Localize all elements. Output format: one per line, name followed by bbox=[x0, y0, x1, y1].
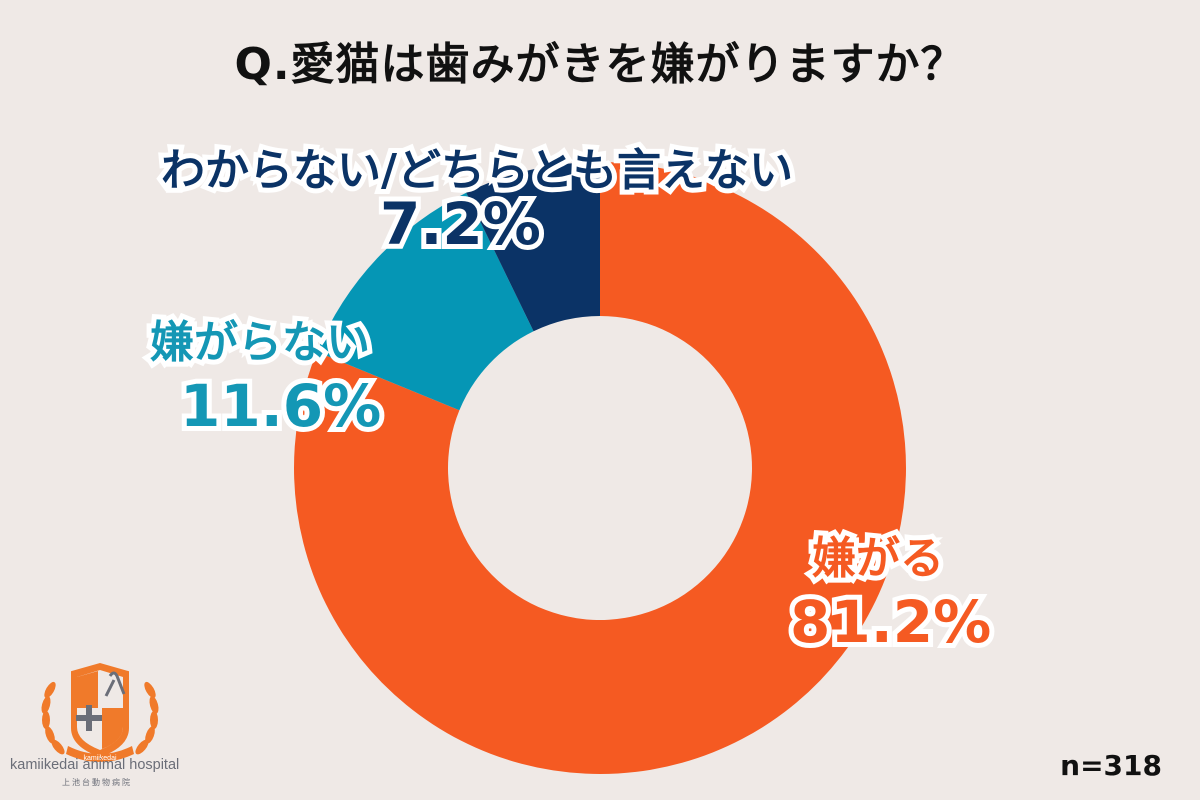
sample-size: n=318 bbox=[1060, 749, 1162, 782]
hospital-name: kamiikedai animal hospital bbox=[10, 757, 180, 773]
label-dislike-pct: 81.2% bbox=[785, 583, 996, 661]
label-not-dislike-pct-wrap: 11.6% bbox=[175, 367, 386, 445]
label-unknown: わからない/どちらとも言えない bbox=[112, 134, 842, 201]
label-unknown-pct-wrap: 7.2% bbox=[375, 185, 546, 263]
label-dislike-name: 嫌がる bbox=[807, 528, 949, 589]
slice-dislike bbox=[293, 162, 907, 774]
label-not-dislike: 嫌がらない bbox=[145, 306, 375, 373]
hospital-logo-icon: kamiikedai bbox=[41, 662, 159, 762]
label-not-dislike-pct: 11.6% bbox=[175, 367, 386, 445]
donut-slices bbox=[293, 162, 907, 774]
label-dislike-pct-wrap: 81.2% bbox=[785, 583, 996, 661]
svg-text:kamiikedai: kamiikedai bbox=[83, 755, 117, 762]
label-dislike: 嫌がる bbox=[807, 522, 949, 589]
label-not-dislike-name: 嫌がらない bbox=[145, 312, 375, 373]
slice-unknown bbox=[466, 162, 600, 332]
chart-title: Q.愛猫は歯みがきを嫌がりますか？ bbox=[234, 39, 966, 90]
label-unknown-pct: 7.2% bbox=[375, 185, 546, 263]
slice-not-dislike bbox=[316, 192, 534, 411]
label-unknown-name: わからない/どちらとも言えない bbox=[156, 140, 798, 201]
hospital-name-jp: 上池台動物病院 bbox=[62, 778, 132, 787]
